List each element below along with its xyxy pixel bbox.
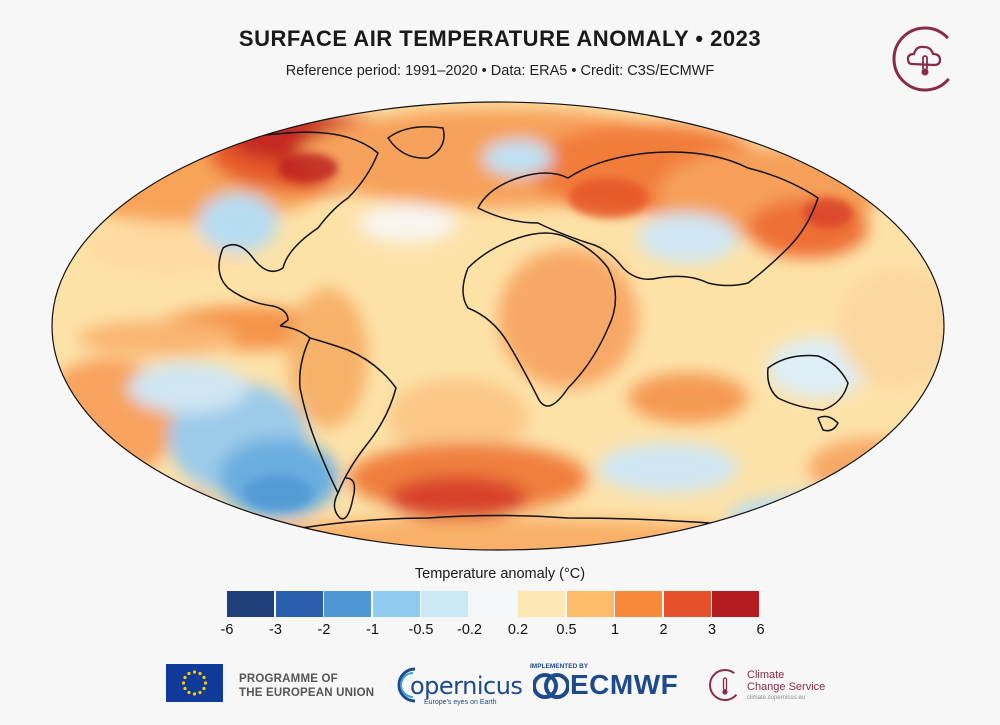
legend-swatch — [566, 591, 614, 617]
legend-tick-label: 0.5 — [556, 622, 577, 638]
legend-swatch — [518, 591, 565, 617]
legend-swatch — [469, 591, 517, 617]
footer-logos: PROGRAMME OF THE EUROPEAN UNION opernicu… — [0, 655, 1000, 715]
legend-swatch — [227, 591, 274, 617]
ecmwf-logo-icon — [533, 673, 569, 699]
ccs-text: Climate Change Service — [747, 669, 825, 693]
eu-star — [202, 686, 206, 691]
copernicus-logo-icon — [397, 667, 416, 703]
eu-star — [192, 670, 197, 674]
ccs-line1: Climate — [747, 669, 785, 681]
legend-swatch — [324, 591, 371, 617]
legend-tick-label: -0.5 — [408, 622, 434, 638]
legend-tick-label: -1 — [366, 622, 379, 638]
legend-tick-label: 1 — [610, 622, 620, 638]
eu-programme-text: PROGRAMME OF THE EUROPEAN UNION — [239, 672, 374, 700]
map-subtitle: Reference period: 1991–2020 • Data: ERA5… — [285, 63, 715, 79]
legend-ticks: -6 -3 -2 -1 -0.5 -0.2 0.2 0.5 1 2 3 6 — [0, 622, 1000, 642]
legend-tick-label: 0.2 — [507, 622, 529, 638]
eu-text-line1: PROGRAMME OF — [239, 673, 338, 685]
legend-tick-label: 6 — [756, 622, 765, 638]
eu-star — [181, 681, 186, 685]
eu-text-line2: THE EUROPEAN UNION — [239, 687, 375, 699]
legend-swatch — [372, 591, 420, 617]
eu-star — [198, 671, 202, 676]
legend-swatch — [275, 591, 323, 617]
legend-tick-label: 2 — [659, 622, 668, 638]
color-legend — [227, 591, 761, 617]
eu-star — [198, 690, 202, 695]
legend-tick-label: -6 — [220, 622, 234, 638]
legend-tick-label: -3 — [269, 622, 282, 638]
legend-tick-label: -0.2 — [457, 622, 482, 638]
legend-swatch — [421, 591, 468, 617]
world-temperature-anomaly-map — [51, 101, 945, 551]
implemented-by-label: IMPLEMENTED BY — [530, 663, 589, 670]
eu-star — [183, 686, 187, 691]
eu-star — [203, 681, 208, 685]
legend-tick-label: 3 — [707, 622, 717, 638]
legend-swatch — [712, 591, 759, 617]
eu-star — [202, 675, 206, 680]
legend-tick-label: -2 — [317, 622, 331, 638]
legend-swatch — [663, 591, 711, 617]
legend-title: Temperature anomaly (°C) — [414, 566, 586, 582]
eu-star — [183, 675, 187, 680]
climate-change-service-logo — [892, 26, 958, 92]
ecmwf-wordmark: ECMWF — [570, 669, 679, 700]
ccs-line2: Change Service — [747, 681, 826, 693]
eu-star — [187, 671, 191, 676]
copernicus-wordmark: opernicus — [410, 672, 523, 700]
ccs-url: climate.copernicus.eu — [747, 695, 806, 701]
eu-flag-icon — [166, 664, 223, 702]
copernicus-tagline: Europe's eyes on Earth — [424, 699, 497, 706]
eu-star — [187, 690, 191, 695]
map-title: SURFACE AIR TEMPERATURE ANOMALY • 2023 — [238, 26, 762, 51]
eu-star — [192, 692, 197, 696]
legend-swatch — [615, 591, 662, 617]
climate-change-service-small-icon — [709, 669, 741, 701]
